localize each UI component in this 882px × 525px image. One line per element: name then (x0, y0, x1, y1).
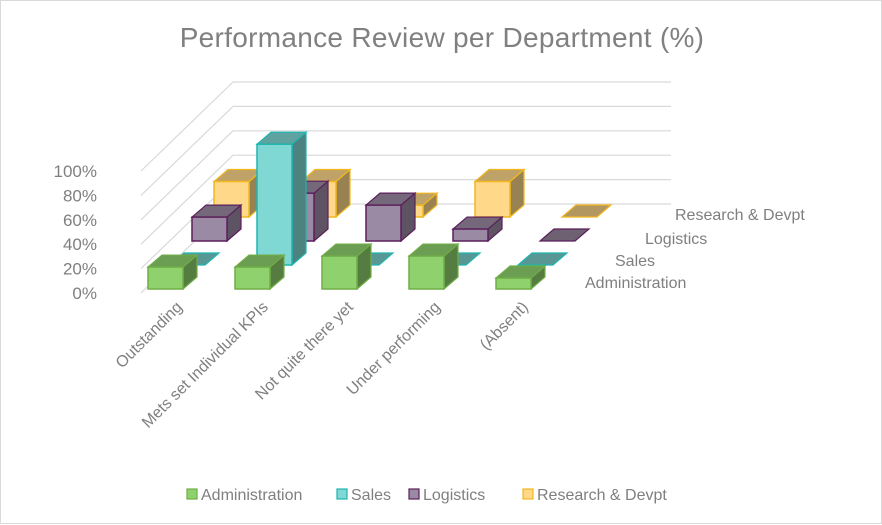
bar-front (191, 216, 228, 242)
bar-side (291, 130, 307, 267)
bar-research-devpt-3 (473, 168, 526, 219)
bar-flat (538, 228, 591, 242)
bar-administration-4 (494, 264, 547, 291)
bar-front (474, 180, 511, 218)
bar-research-devpt-4 (560, 204, 613, 218)
bar-front (321, 255, 358, 290)
series-depth-label: Logistics (645, 231, 707, 248)
y-tick-label: 100% (54, 162, 97, 181)
bar-front (256, 143, 293, 266)
bar-administration-2 (320, 242, 373, 291)
y-tick-label: 40% (63, 235, 97, 254)
series-depth-label: Sales (615, 253, 655, 270)
bar-logistics-3 (451, 215, 504, 243)
bar-front (147, 266, 184, 290)
bar-administration-0 (146, 253, 199, 291)
category-label: Outstanding (113, 299, 186, 372)
legend-item: Research & Devpt (522, 487, 667, 504)
legend-swatch (186, 488, 198, 500)
bar-flat (516, 252, 569, 266)
legend-item: Logistics (408, 487, 485, 504)
series-depth-label: Administration (585, 275, 686, 292)
bar-logistics-4 (538, 228, 591, 242)
legend-label: Research & Devpt (537, 487, 667, 504)
side-gridline (140, 81, 234, 172)
category-label: (Absent) (477, 299, 532, 354)
y-tick-label: 80% (63, 186, 97, 205)
bar-flat (560, 204, 613, 218)
bar-front (365, 204, 402, 242)
legend-label: Administration (201, 487, 302, 504)
y-tick-label: 0% (72, 284, 97, 303)
legend-item: Sales (336, 487, 391, 504)
bar-sales-1 (255, 130, 308, 267)
bar-front (234, 266, 271, 290)
bar-logistics-0 (190, 203, 243, 243)
legend-swatch (522, 488, 534, 500)
legend-item: Administration (186, 487, 302, 504)
bar-administration-3 (407, 242, 460, 291)
series-depth-labels: Administration Sales Logistics Research & D… (585, 207, 805, 292)
legend-swatch (408, 488, 420, 500)
legend: Administration Sales Logistics Research & D… (186, 487, 667, 504)
category-label: Under performing (344, 299, 444, 399)
chart-title: Performance Review per Department (%) (180, 22, 705, 53)
y-tick-label: 20% (63, 260, 97, 279)
legend-swatch (336, 488, 348, 500)
legend-label: Logistics (423, 487, 485, 504)
bar-front (495, 277, 532, 290)
y-tick-label: 60% (63, 211, 97, 230)
legend-label: Sales (351, 487, 391, 504)
side-gridline (140, 130, 234, 221)
bar-sales-4 (516, 252, 569, 266)
bar-front (408, 255, 445, 290)
bars (146, 130, 613, 291)
side-gridline (140, 154, 234, 245)
side-gridline (140, 105, 234, 196)
y-axis-ticks: 0% 20% 40% 60% 80% 100% (54, 162, 97, 303)
bar-logistics-2 (364, 191, 417, 243)
bar-administration-1 (233, 253, 286, 291)
series-depth-label: Research & Devpt (675, 207, 805, 224)
bar-front (452, 228, 489, 242)
